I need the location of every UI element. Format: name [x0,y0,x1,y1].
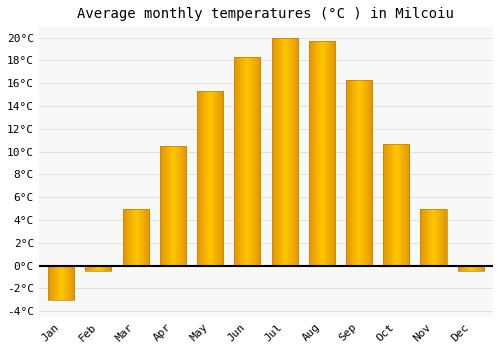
Bar [346,80,372,266]
Bar [458,266,483,271]
Bar [308,41,335,266]
Bar [272,38,297,266]
Bar [86,266,112,271]
Bar [420,209,446,266]
Bar [197,91,223,266]
Bar [160,146,186,266]
Title: Average monthly temperatures (°C ) in Milcoiu: Average monthly temperatures (°C ) in Mi… [78,7,454,21]
Bar [48,266,74,300]
Bar [234,57,260,266]
Bar [383,144,409,266]
Bar [122,209,148,266]
